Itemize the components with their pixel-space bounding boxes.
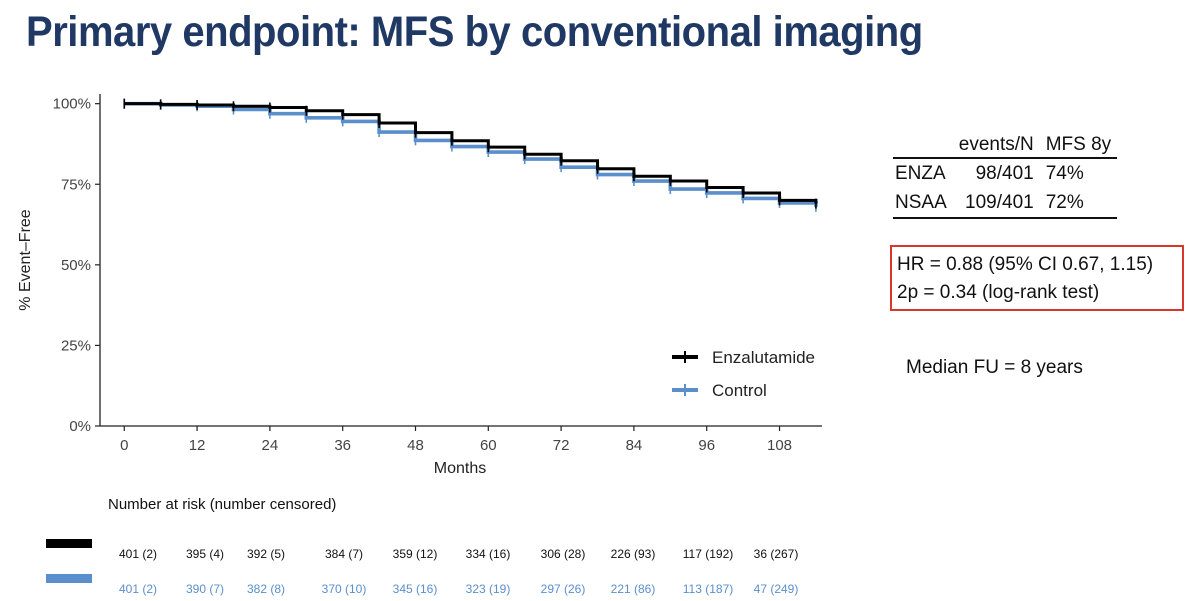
risk-cell-enzalutamide: 36 (267) <box>753 547 799 561</box>
x-tick-label: 72 <box>553 437 570 454</box>
chart-curves <box>123 98 818 212</box>
summary-table: events/N MFS 8y ENZA 98/401 74% NSAA 109… <box>893 133 1118 219</box>
summary-cell: ENZA <box>895 162 946 184</box>
legend-label: Enzalutamide <box>712 348 815 367</box>
p-value-text: 2p = 0.34 (log-rank test) <box>897 282 1100 303</box>
risk-cell-enzalutamide: 392 (5) <box>246 547 286 561</box>
km-curve-enzalutamide <box>124 102 818 204</box>
risk-cell-enzalutamide: 384 (7) <box>324 547 364 561</box>
x-tick-label: 60 <box>480 437 497 454</box>
risk-swatch-control <box>46 574 92 583</box>
risk-cell-enzalutamide: 226 (93) <box>610 547 656 561</box>
risk-cell-control: 323 (19) <box>465 582 511 596</box>
chart-axes: Months % Event–Free <box>17 94 822 477</box>
risk-table-title: Number at risk (number censored) <box>108 496 337 513</box>
x-tick-label: 36 <box>334 437 351 454</box>
x-tick-label: 0 <box>120 437 128 454</box>
summary-cell: 72% <box>1039 188 1118 219</box>
y-axis-label: % Event–Free <box>17 209 34 310</box>
summary-header: events/N <box>952 133 1040 159</box>
risk-cell-enzalutamide: 395 (4) <box>185 547 225 561</box>
x-tick-label: 108 <box>767 437 792 454</box>
risk-cell-enzalutamide: 117 (192) <box>682 547 734 561</box>
risk-cell-enzalutamide: 401 (2) <box>118 547 158 561</box>
summary-header <box>893 133 953 159</box>
km-chart: Months % Event–Free 0% 25% 50% 75% 100% 0 12 24 3… <box>17 94 822 477</box>
risk-cell-enzalutamide: 306 (28) <box>540 547 586 561</box>
y-tick-label: 100% <box>53 96 91 113</box>
summary-header: MFS 8y <box>1039 133 1118 159</box>
y-tick-label: 75% <box>61 176 91 193</box>
hazard-ratio-text: HR = 0.88 (95% CI 0.67, 1.15) <box>897 254 1154 275</box>
risk-cell-enzalutamide: 334 (16) <box>465 547 511 561</box>
hazard-ratio-box: HR = 0.88 (95% CI 0.67, 1.15) 2p = 0.34 … <box>890 245 1184 311</box>
x-axis-label: Months <box>434 460 486 477</box>
risk-cell-control: 390 (7) <box>185 582 225 596</box>
risk-cell-control: 345 (16) <box>392 582 438 596</box>
x-tick-label: 12 <box>189 437 206 454</box>
risk-cell-control: 370 (10) <box>321 582 367 596</box>
risk-cell-control: 221 (86) <box>610 582 656 596</box>
summary-cell: NSAA <box>893 188 953 219</box>
summary-cell: 109/401 <box>952 188 1040 219</box>
x-tick-label: 96 <box>698 437 715 454</box>
x-tick-label: 84 <box>626 437 643 454</box>
legend-label: Control <box>712 381 767 400</box>
y-tick-label: 25% <box>61 337 91 354</box>
chart-legend: Enzalutamide Control <box>672 348 815 400</box>
chart-ticks: 0% 25% 50% 75% 100% 0 12 24 36 48 60 72 84 96 108 <box>53 96 792 454</box>
x-tick-label: 24 <box>262 437 279 454</box>
risk-cell-control: 401 (2) <box>118 582 158 596</box>
risk-cell-control: 382 (8) <box>246 582 286 596</box>
slide-title: Primary endpoint: MFS by conventional im… <box>26 8 923 56</box>
risk-cell-enzalutamide: 359 (12) <box>392 547 438 561</box>
risk-swatch-enzalutamide <box>46 539 92 548</box>
risk-cell-control: 47 (249) <box>753 582 799 596</box>
median-followup: Median FU = 8 years <box>906 357 1083 378</box>
y-tick-label: 50% <box>61 257 91 274</box>
risk-cell-control: 113 (187) <box>682 582 734 596</box>
risk-cell-control: 297 (26) <box>540 582 586 596</box>
y-tick-label: 0% <box>69 418 91 435</box>
summary-cell: 74% <box>1045 162 1084 184</box>
summary-cell: 98/401 <box>975 162 1034 184</box>
x-tick-label: 48 <box>407 437 424 454</box>
km-curve-control <box>124 101 818 207</box>
